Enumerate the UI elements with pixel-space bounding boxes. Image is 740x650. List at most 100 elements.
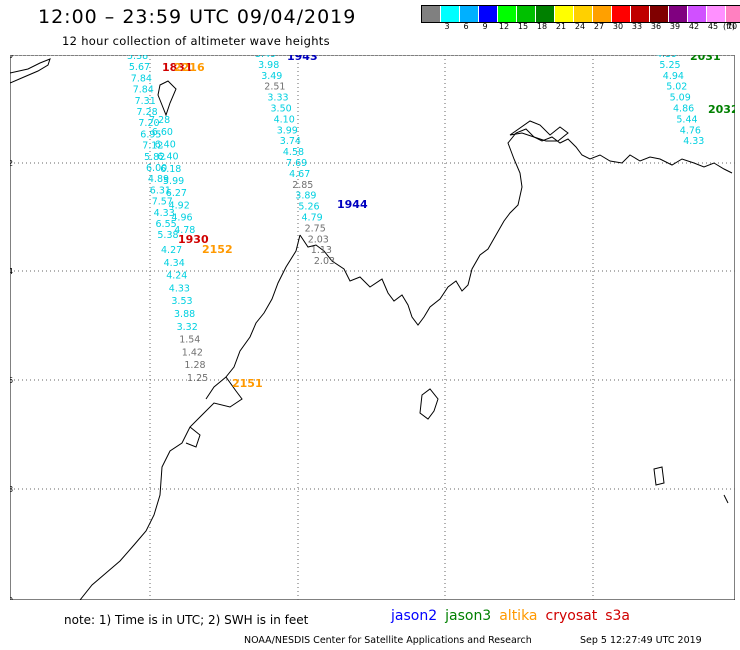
wave-height-value: 3.50: [271, 104, 292, 115]
wave-height-value: 6.55: [156, 219, 177, 230]
pass-time-label: 1831: [162, 61, 193, 74]
legend-label: 45: [707, 22, 719, 31]
legend-label: 36: [650, 22, 662, 31]
legend-swatch: [574, 6, 593, 22]
latitude-label: -16: [10, 376, 13, 385]
legend-swatch: [669, 6, 688, 22]
wave-height-value: 2.03: [314, 256, 335, 267]
wave-height-value: 7.69: [286, 158, 307, 169]
wave-height-value: 3.88: [174, 309, 195, 320]
pass-time-label: 1930: [178, 233, 209, 246]
pass-time-label: 1944: [337, 198, 368, 211]
wave-height-value: 4.27: [161, 245, 182, 256]
wave-height-value: 3.32: [177, 322, 198, 333]
pass-time-label: 2216: [174, 61, 205, 74]
coastline-island-north: [157, 80, 177, 117]
wave-height-value: 5.02: [666, 82, 687, 93]
coastline-island-northeast: [509, 120, 569, 142]
footer-timestamp: Sep 5 12:27:49 UTC 2019: [580, 635, 702, 646]
legend-label: 27: [593, 22, 605, 31]
wave-height-value: 6.40: [157, 152, 178, 163]
wave-height-value: 7.28: [137, 107, 158, 118]
wave-height-value: 2.75: [305, 223, 326, 234]
legend-swatch: [479, 6, 498, 22]
wave-height-value: 4.86: [673, 104, 694, 115]
wave-height-value: 7.28: [149, 115, 170, 126]
wave-height-value: 6.18: [160, 164, 181, 175]
wave-height-value: 5.38: [157, 230, 178, 241]
latitude-label: -14: [10, 267, 13, 276]
legend-label: 15: [517, 22, 529, 31]
wave-height-value: 4.33: [154, 208, 175, 219]
satellite-name: cryosat: [545, 608, 598, 624]
wave-height-value: 4.94: [663, 71, 684, 82]
wave-height-value: 1.25: [187, 373, 208, 384]
latitude-label: -12: [10, 159, 13, 168]
legend-label: 42: [688, 22, 700, 31]
coastline-inlet: [205, 376, 227, 400]
wave-height-value: 4.78: [174, 225, 195, 236]
wave-height-value: 5.99: [163, 176, 184, 187]
wave-height-value: 4.34: [164, 258, 185, 269]
coastline-west-mainland: [79, 234, 301, 600]
wave-height-value: 4.33: [683, 136, 704, 147]
legend-swatch: [593, 6, 612, 22]
wave-height-value: 3.33: [267, 93, 288, 104]
color-scale-legend: [421, 5, 740, 23]
wave-height-value: 4.76: [680, 125, 701, 136]
page-title: 12:00 – 23:59 UTC 09/04/2019: [38, 6, 357, 28]
wave-height-value: 2.03: [308, 234, 329, 245]
legend-unit: (ft): [723, 22, 736, 31]
wave-height-value: 5.67: [129, 62, 150, 73]
wave-height-value: 7.20: [138, 118, 159, 129]
wave-height-value: 4.79: [302, 213, 323, 224]
wave-height-value: 3.53: [171, 296, 192, 307]
wave-height-value: 3.49: [261, 71, 282, 82]
legend-label: 21: [555, 22, 567, 31]
coastline-east-fragment: [723, 494, 729, 504]
pass-time-label: 1943: [287, 55, 318, 63]
footer-note: note: 1) Time is in UTC; 2) SWH is in fe…: [64, 613, 309, 627]
wave-height-value: 4.92: [169, 200, 190, 211]
legend-swatch: [650, 6, 669, 22]
wave-height-value: 4.24: [166, 271, 187, 282]
wave-height-value: 7.31: [135, 96, 156, 107]
wave-height-value: 4.96: [171, 213, 192, 224]
legend-label: 24: [574, 22, 586, 31]
coastline-inlet: [185, 426, 201, 448]
wave-height-value: 7.84: [131, 73, 152, 84]
graticule: [10, 55, 735, 600]
wave-height-value: 4.58: [283, 147, 304, 158]
coastline: [10, 58, 733, 600]
legend-swatch: [460, 6, 479, 22]
wave-height-value: 3.89: [295, 191, 316, 202]
wave-height-value: 2.85: [292, 180, 313, 191]
latitude-label: -20: [10, 596, 13, 600]
wave-height-value: 5.25: [659, 60, 680, 71]
coastline-north-mainland: [299, 128, 733, 326]
wave-height-value: 7.12: [142, 141, 163, 152]
legend-label: 12: [498, 22, 510, 31]
wave-height-value: 5.44: [676, 114, 697, 125]
pass-time-label: 2152: [202, 243, 233, 256]
wave-height-value: 2.51: [264, 82, 285, 93]
legend-label: 39: [669, 22, 681, 31]
wave-height-value: 7.84: [133, 85, 154, 96]
satellite-legend: jason2 jason3 altika cryosat s3a: [391, 608, 638, 624]
wave-height-value: 6.00: [146, 163, 167, 174]
wave-height-value: 6.60: [152, 127, 173, 138]
wave-height-value: 4.33: [169, 283, 190, 294]
wave-height-value: 7.57: [152, 197, 173, 208]
map-frame: [10, 55, 735, 600]
color-scale-labels: 3 6 9 12 15 18 21 24 27 30 33 36 39 42 45 70 (ft): [421, 22, 740, 34]
wave-height-value: 3.74: [280, 136, 301, 147]
legend-swatch: [726, 6, 740, 22]
coastline-island-southeast: [653, 466, 665, 486]
altimeter-map: 120123126129132135-10-12-14-16-18-20 3.4…: [10, 55, 735, 600]
wave-height-value: 3.99: [277, 125, 298, 136]
wave-height-value: 5.38: [127, 55, 148, 62]
satellite-name: s3a: [605, 608, 630, 624]
wave-height-value: 1.54: [179, 335, 200, 346]
